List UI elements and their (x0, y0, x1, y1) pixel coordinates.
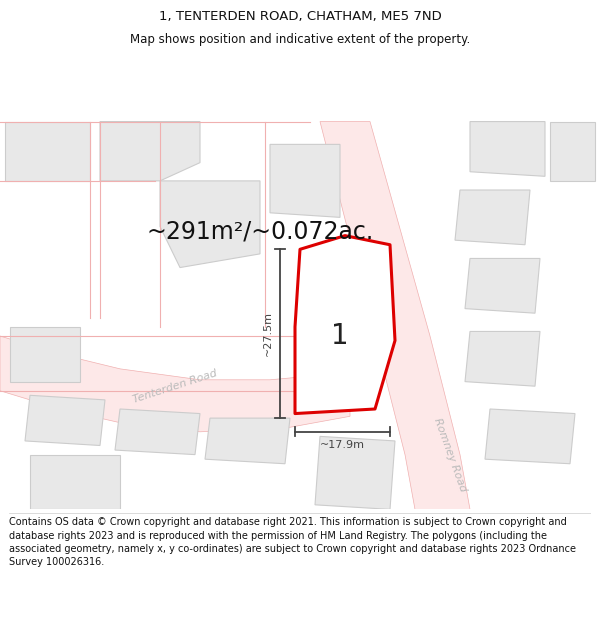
Polygon shape (305, 304, 390, 372)
Polygon shape (160, 181, 260, 268)
Polygon shape (25, 396, 105, 446)
Text: Tenterden Road: Tenterden Road (131, 368, 218, 404)
Polygon shape (550, 121, 595, 181)
Polygon shape (115, 409, 200, 454)
Polygon shape (30, 454, 120, 509)
Polygon shape (320, 121, 470, 509)
Text: ~17.9m: ~17.9m (320, 439, 365, 449)
Text: Romey Road: Romey Road (343, 237, 377, 307)
Polygon shape (10, 327, 80, 382)
Polygon shape (295, 236, 395, 414)
Polygon shape (470, 121, 545, 176)
Polygon shape (100, 121, 200, 181)
Polygon shape (5, 121, 90, 181)
Text: Romney Road: Romney Road (432, 416, 468, 493)
Polygon shape (0, 336, 350, 432)
Polygon shape (455, 190, 530, 245)
Text: Contains OS data © Crown copyright and database right 2021. This information is : Contains OS data © Crown copyright and d… (9, 518, 576, 567)
Polygon shape (465, 259, 540, 313)
Text: ~291m²/~0.072ac.: ~291m²/~0.072ac. (146, 219, 374, 243)
Text: Map shows position and indicative extent of the property.: Map shows position and indicative extent… (130, 33, 470, 46)
Text: 1, TENTERDEN ROAD, CHATHAM, ME5 7ND: 1, TENTERDEN ROAD, CHATHAM, ME5 7ND (158, 9, 442, 22)
Text: ~27.5m: ~27.5m (263, 311, 273, 356)
Polygon shape (485, 409, 575, 464)
Polygon shape (315, 436, 395, 509)
Polygon shape (270, 144, 340, 217)
Polygon shape (205, 418, 290, 464)
Polygon shape (465, 331, 540, 386)
Text: 1: 1 (331, 322, 349, 350)
